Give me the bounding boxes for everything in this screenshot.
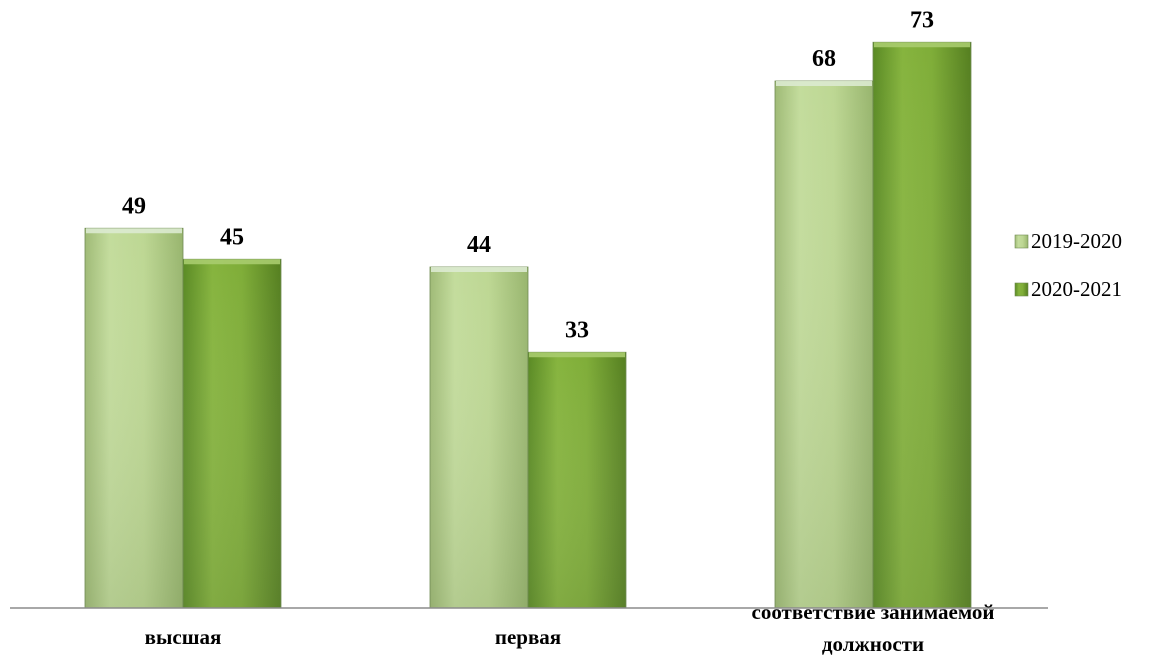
bars-group [84, 41, 972, 609]
legend: 2019-2020 2020-2021 [1014, 229, 1122, 301]
legend-swatch [1014, 282, 1029, 297]
bar-top-bevel [86, 228, 182, 234]
category-label: высшая [145, 625, 222, 649]
bar-top-bevel [431, 267, 527, 272]
category-label: соответствие занимаемой [752, 600, 995, 624]
data-label: 33 [565, 317, 589, 343]
bar-series2-0 [182, 258, 282, 609]
value-labels-group: 49 45 44 33 68 73 [122, 7, 934, 343]
category-label: должности [822, 632, 924, 656]
bar-series1-2 [774, 80, 874, 609]
bar-shade [873, 42, 971, 608]
legend-label: 2019-2020 [1031, 229, 1122, 253]
bar-shade [183, 259, 281, 608]
category-labels-group: высшая первая соответствие занимаемой должн… [145, 600, 995, 656]
bar-series1-0 [84, 227, 184, 609]
bar-series2-2 [872, 41, 972, 609]
legend-swatch [1014, 234, 1029, 249]
bar-top-bevel [874, 42, 970, 48]
bar-shade [775, 81, 873, 608]
data-label: 45 [220, 224, 244, 250]
category-label: первая [495, 625, 561, 649]
data-label: 68 [812, 46, 836, 72]
bar-series2-1 [527, 351, 627, 609]
bar-shade [85, 228, 183, 608]
legend-label: 2020-2021 [1031, 277, 1122, 301]
data-label: 49 [122, 193, 146, 219]
bar-shade [528, 352, 626, 608]
data-label: 73 [910, 7, 934, 33]
bar-top-bevel [184, 259, 280, 265]
data-label: 44 [467, 232, 491, 258]
bar-top-bevel [529, 352, 625, 358]
bar-series1-1 [429, 266, 529, 609]
bar-shade [430, 267, 528, 608]
bar-top-bevel [776, 81, 872, 86]
